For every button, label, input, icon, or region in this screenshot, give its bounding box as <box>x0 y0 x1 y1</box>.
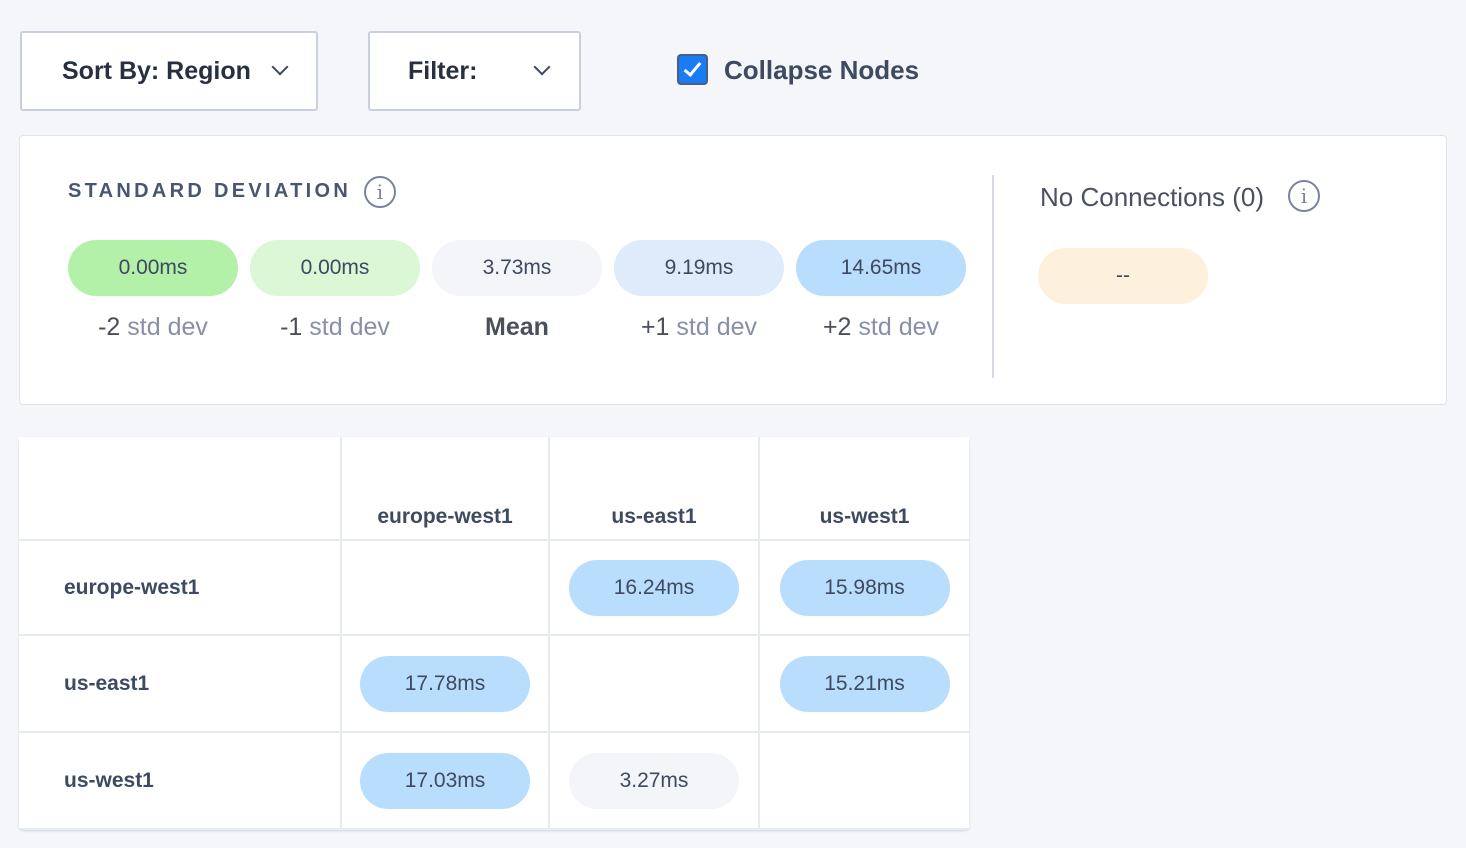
no-connections-pill: -- <box>1038 248 1208 304</box>
sort-label: Sort By: Region <box>62 56 251 85</box>
std-sign: -1 <box>280 313 303 341</box>
std-value: 0.00ms <box>118 256 188 279</box>
std-label: Mean <box>432 313 602 342</box>
latency-pill: 17.78ms <box>360 655 530 712</box>
std-value: 9.19ms <box>664 256 734 279</box>
latency-pill: 17.03ms <box>360 752 530 809</box>
std-suffix: std dev <box>120 313 208 341</box>
filter-dropdown[interactable]: Filter: <box>368 31 581 111</box>
std-sign: -2 <box>98 313 121 341</box>
checkmark-icon <box>683 58 702 77</box>
sort-dropdown[interactable]: Sort By: Region <box>20 31 318 111</box>
latency-pill: 15.98ms <box>779 559 950 616</box>
std-sign: +1 <box>640 313 670 341</box>
column-header: europe-west1 <box>342 437 548 539</box>
std-suffix: std dev <box>669 313 758 341</box>
std-label: -1 std dev <box>250 313 420 342</box>
std-label: +2 std dev <box>796 313 966 342</box>
divider <box>992 175 994 378</box>
matrix-cell: 15.98ms <box>760 541 969 634</box>
std-sign: Mean <box>485 313 549 341</box>
std-label: +1 std dev <box>614 313 784 342</box>
matrix-cell: 16.24ms <box>550 541 758 634</box>
latency-matrix: europe-west1 us-east1 us-west1 europe-west1… <box>19 437 969 830</box>
collapse-nodes-checkbox[interactable] <box>677 54 708 85</box>
latency-pill: 16.24ms <box>569 559 739 616</box>
chevron-down-icon <box>533 58 551 76</box>
latency-value: 16.24ms <box>613 575 695 599</box>
std-value: 14.65ms <box>840 256 922 279</box>
matrix-cell <box>760 733 969 828</box>
matrix-cell: 17.03ms <box>342 733 548 828</box>
filter-label: Filter: <box>408 56 478 85</box>
row-header: us-east1 <box>19 636 340 731</box>
std-label: -2 std dev <box>68 313 238 342</box>
std-suffix: std dev <box>302 313 390 341</box>
matrix-cell: 15.21ms <box>760 636 969 731</box>
std-pill: 3.73ms <box>432 240 602 296</box>
std-pill: 0.00ms <box>68 240 238 296</box>
matrix-cell <box>342 541 548 634</box>
matrix-cell <box>550 636 758 731</box>
latency-value: 15.21ms <box>824 671 905 695</box>
std-sign: +2 <box>822 313 852 341</box>
chevron-down-icon <box>271 58 289 76</box>
std-pill: 0.00ms <box>250 240 420 296</box>
row-header: us-west1 <box>19 733 340 828</box>
std-pill: 9.19ms <box>614 240 784 296</box>
matrix-cell: 17.78ms <box>342 636 548 731</box>
latency-value: 15.98ms <box>824 575 905 599</box>
column-header: us-west1 <box>760 437 969 539</box>
latency-pill: 15.21ms <box>779 655 950 712</box>
info-icon[interactable]: i <box>364 176 396 208</box>
info-icon[interactable]: i <box>1288 180 1320 212</box>
corner-cell <box>19 437 340 539</box>
std-value: 3.73ms <box>482 256 552 279</box>
latency-pill: 3.27ms <box>569 752 739 809</box>
no-connections-value: -- <box>1116 264 1130 287</box>
column-header: us-east1 <box>550 437 758 539</box>
matrix-cell: 3.27ms <box>550 733 758 828</box>
std-pill: 14.65ms <box>796 240 966 296</box>
row-header: europe-west1 <box>19 541 340 634</box>
collapse-nodes-label: Collapse Nodes <box>724 55 920 85</box>
latency-value: 17.03ms <box>404 768 486 792</box>
std-value: 0.00ms <box>300 256 370 279</box>
std-suffix: std dev <box>851 313 940 341</box>
std-dev-title: STANDARD DEVIATION <box>68 180 352 202</box>
latency-value: 17.78ms <box>404 671 486 695</box>
no-connections-title: No Connections (0) <box>1040 182 1264 212</box>
latency-value: 3.27ms <box>619 768 689 792</box>
